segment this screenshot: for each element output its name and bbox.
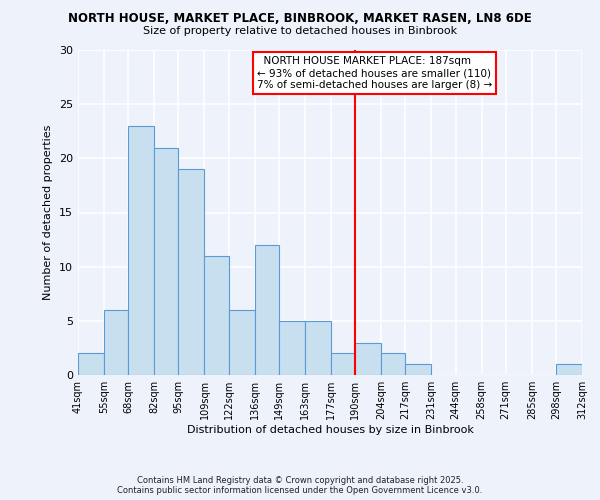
Text: NORTH HOUSE MARKET PLACE: 187sqm
← 93% of detached houses are smaller (110)
7% o: NORTH HOUSE MARKET PLACE: 187sqm ← 93% o… <box>257 56 492 90</box>
Y-axis label: Number of detached properties: Number of detached properties <box>43 125 53 300</box>
Bar <box>229 310 254 375</box>
Bar <box>406 364 431 375</box>
Bar <box>104 310 128 375</box>
Bar <box>331 354 355 375</box>
Bar <box>355 342 381 375</box>
Bar <box>556 364 582 375</box>
Text: Size of property relative to detached houses in Binbrook: Size of property relative to detached ho… <box>143 26 457 36</box>
Bar <box>279 321 305 375</box>
Bar <box>178 169 205 375</box>
X-axis label: Distribution of detached houses by size in Binbrook: Distribution of detached houses by size … <box>187 425 473 435</box>
Bar <box>205 256 229 375</box>
Text: NORTH HOUSE, MARKET PLACE, BINBROOK, MARKET RASEN, LN8 6DE: NORTH HOUSE, MARKET PLACE, BINBROOK, MAR… <box>68 12 532 26</box>
Bar <box>128 126 154 375</box>
Bar <box>154 148 178 375</box>
Text: Contains HM Land Registry data © Crown copyright and database right 2025.
Contai: Contains HM Land Registry data © Crown c… <box>118 476 482 495</box>
Bar <box>78 354 104 375</box>
Bar <box>381 354 406 375</box>
Bar <box>254 245 279 375</box>
Bar <box>305 321 331 375</box>
